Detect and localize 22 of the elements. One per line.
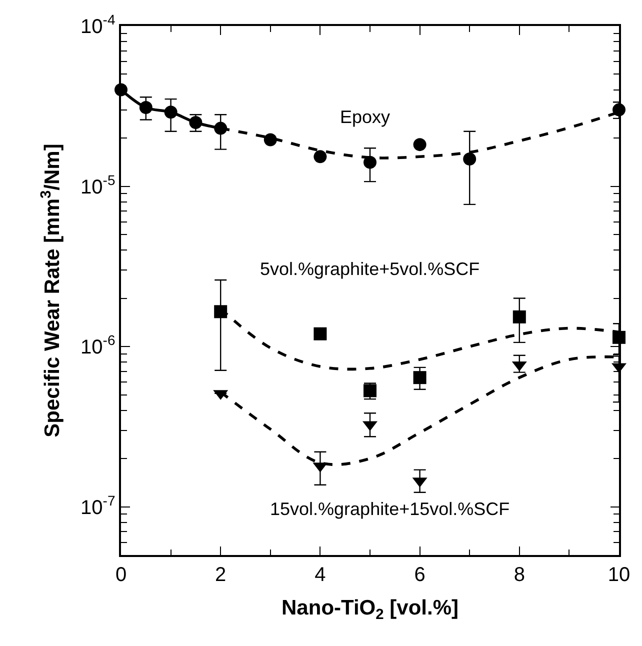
x-tick-label: 6 — [414, 564, 426, 586]
text: 5vol.%graphite+5vol.%SCF — [260, 259, 480, 279]
x-axis-title: Nano-TiO$_{2}$ [vol.%] — [282, 596, 458, 623]
y-tick-label: 10$^{-6}$ — [80, 332, 116, 359]
x-tick-label: 4 — [314, 564, 326, 586]
point — [364, 156, 376, 169]
text: 15vol.%graphite+15vol.%SCF — [270, 499, 510, 519]
y-tick-label: 10$^{-4}$ — [80, 12, 116, 38]
point — [314, 150, 327, 164]
y-tick-label: 10$^{-7}$ — [80, 492, 116, 519]
x-tick-label: 2 — [215, 564, 226, 586]
point — [314, 327, 327, 340]
x-tick-label: 0 — [115, 564, 127, 586]
y-tick-label: 10$^{-5}$ — [80, 172, 116, 198]
point — [463, 152, 476, 166]
series-label: Epoxy — [340, 107, 390, 127]
x-tick-label: 8 — [514, 564, 525, 586]
point — [413, 371, 426, 384]
point — [512, 310, 526, 324]
point — [264, 133, 277, 146]
x-tick-label: 10 — [608, 564, 630, 586]
point — [413, 138, 426, 152]
